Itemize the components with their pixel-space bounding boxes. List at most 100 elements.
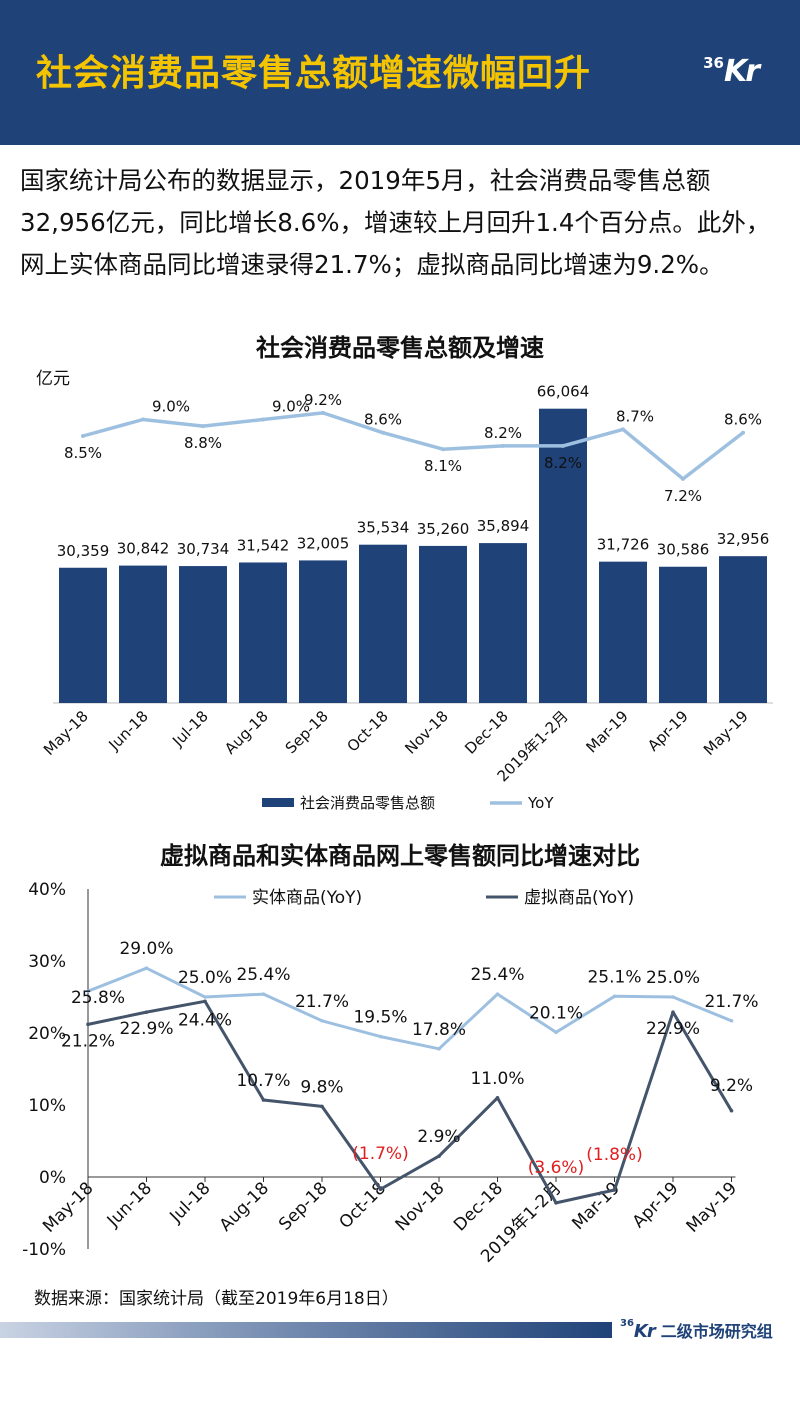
y-tick-label: 0% — [39, 1168, 66, 1188]
yoy-value-label: 8.5% — [64, 444, 102, 462]
physical-goods-point — [495, 992, 500, 996]
yoy-point — [201, 424, 205, 429]
virtual-goods-line — [87, 999, 733, 1205]
yoy-point — [441, 447, 445, 452]
virtual-goods-label: 22.9% — [646, 1019, 700, 1039]
bar — [659, 566, 707, 703]
virtual-goods-point — [554, 1201, 558, 1205]
chart-title: 虚拟商品和实体商品网上零售额同比增速对比 — [160, 842, 640, 870]
yoy-value-label: 8.2% — [544, 454, 582, 472]
virtual-goods-point — [671, 1010, 675, 1014]
virtual-goods-label: (1.7%) — [352, 1144, 408, 1164]
yoy-point — [141, 417, 145, 422]
y-tick-label: -10% — [22, 1240, 66, 1260]
yoy-value-label: 7.2% — [664, 487, 702, 505]
virtual-goods-point — [261, 1098, 266, 1102]
bar — [299, 560, 347, 703]
intro-paragraph: 国家统计局公布的数据显示，2019年5月，社会消费品零售总额32,956亿元，同… — [20, 166, 771, 279]
bar — [239, 562, 287, 703]
virtual-goods-label: (3.6%) — [528, 1158, 584, 1178]
bar-value-label: 30,734 — [177, 540, 230, 558]
virtual-goods-label: 2.9% — [417, 1127, 460, 1147]
x-tick-label: Dec-18 — [461, 707, 512, 758]
bar-value-label: 35,534 — [357, 519, 410, 537]
y-tick-label: 20% — [28, 1024, 66, 1044]
yoy-value-label: 9.2% — [304, 391, 342, 409]
virtual-goods-point — [203, 999, 207, 1004]
yoy-value-label: 8.6% — [364, 411, 402, 429]
bar-value-label: 32,956 — [717, 530, 770, 548]
physical-goods-label: 21.7% — [704, 992, 758, 1012]
x-tick-label: May-18 — [40, 707, 92, 759]
bar-value-label: 30,586 — [657, 541, 710, 559]
physical-goods-point — [378, 1034, 383, 1039]
x-tick-label: Sep-18 — [275, 1178, 331, 1234]
physical-goods-label: 29.0% — [119, 939, 173, 959]
x-tick-label: Jul-18 — [166, 1178, 215, 1227]
yoy-value-label: 9.0% — [272, 398, 310, 416]
yoy-value-label: 8.1% — [424, 457, 462, 475]
yoy-value-label: 8.7% — [616, 407, 654, 425]
physical-goods-label: 25.8% — [71, 988, 125, 1008]
bar — [719, 556, 767, 703]
physical-goods-label: 25.0% — [178, 968, 232, 988]
y-tick-label: 40% — [28, 880, 66, 900]
bar — [179, 566, 227, 703]
virtual-goods-point — [320, 1104, 324, 1109]
physical-goods-point — [86, 989, 90, 994]
x-tick-label: Apr-19 — [629, 1178, 683, 1232]
x-tick-label: Sep-18 — [282, 707, 332, 757]
virtual-goods-point — [612, 1188, 617, 1192]
online-sales-growth-chart: 虚拟商品和实体商品网上零售额同比增速对比 -10% 0% 10% 20% 30% 40% Ma… — [22, 842, 758, 1267]
x-tick-label: Oct-18 — [343, 707, 391, 755]
virtual-goods-point — [495, 1096, 500, 1100]
footer-logo: 36Kr 二级市场研究组 — [620, 1318, 773, 1342]
virtual-goods-point — [437, 1154, 441, 1158]
yoy-point — [261, 417, 265, 422]
physical-goods-line — [87, 966, 733, 1051]
physical-goods-label: 25.4% — [236, 965, 290, 985]
bar-value-label: 31,726 — [597, 536, 650, 554]
x-tick-label: Nov-18 — [392, 1178, 449, 1235]
virtual-goods-label: 24.4% — [178, 1010, 232, 1030]
yoy-point — [741, 430, 745, 435]
x-tick-label: Apr-19 — [644, 707, 692, 755]
physical-goods-label: 25.4% — [470, 965, 524, 985]
virtual-goods-label: 9.2% — [710, 1076, 753, 1096]
x-tick-label: Jun-18 — [103, 1178, 156, 1231]
virtual-goods-label: (1.8%) — [586, 1145, 642, 1165]
legend-label-bar: 社会消费品零售总额 — [300, 794, 435, 812]
bar — [599, 561, 647, 703]
virtual-goods-point — [144, 1010, 149, 1014]
yoy-value-label: 8.6% — [724, 411, 762, 429]
physical-goods-label: 17.8% — [412, 1020, 466, 1040]
page-title: 社会消费品零售总额增速微幅回升 — [36, 53, 592, 94]
physical-goods-label: 20.1% — [529, 1003, 583, 1023]
physical-goods-label: 19.5% — [353, 1008, 407, 1028]
bar — [539, 408, 587, 703]
yoy-point — [681, 476, 685, 481]
bar-value-label: 35,260 — [417, 520, 470, 538]
x-tick-label: Aug-18 — [221, 707, 272, 758]
physical-goods-label: 25.0% — [646, 968, 700, 988]
physical-goods-point — [671, 995, 675, 999]
virtual-goods-label: 10.7% — [236, 1071, 290, 1091]
physical-goods-point — [261, 992, 266, 996]
x-tick-label: Mar-19 — [582, 707, 631, 756]
source-note: 数据来源：国家统计局（截至2019年6月18日） — [34, 1289, 399, 1309]
x-tick-label: Nov-18 — [401, 707, 451, 757]
yoy-value-label: 8.2% — [484, 424, 522, 442]
bar-value-label: 31,542 — [237, 536, 290, 554]
bar — [59, 567, 107, 703]
y-axis-unit-label: 亿元 — [36, 369, 70, 389]
physical-goods-label: 25.1% — [587, 967, 641, 987]
physical-goods-point — [554, 1030, 558, 1035]
physical-goods-point — [729, 1018, 734, 1023]
legend-label-line: YoY — [527, 794, 554, 812]
virtual-goods-point — [86, 1022, 90, 1027]
x-tick-label: May-19 — [700, 707, 752, 759]
virtual-goods-label: 21.2% — [61, 1031, 115, 1051]
x-tick-label: Jul-18 — [168, 707, 212, 751]
virtual-goods-label: 11.0% — [470, 1069, 524, 1089]
yoy-value-label: 9.0% — [152, 398, 190, 416]
